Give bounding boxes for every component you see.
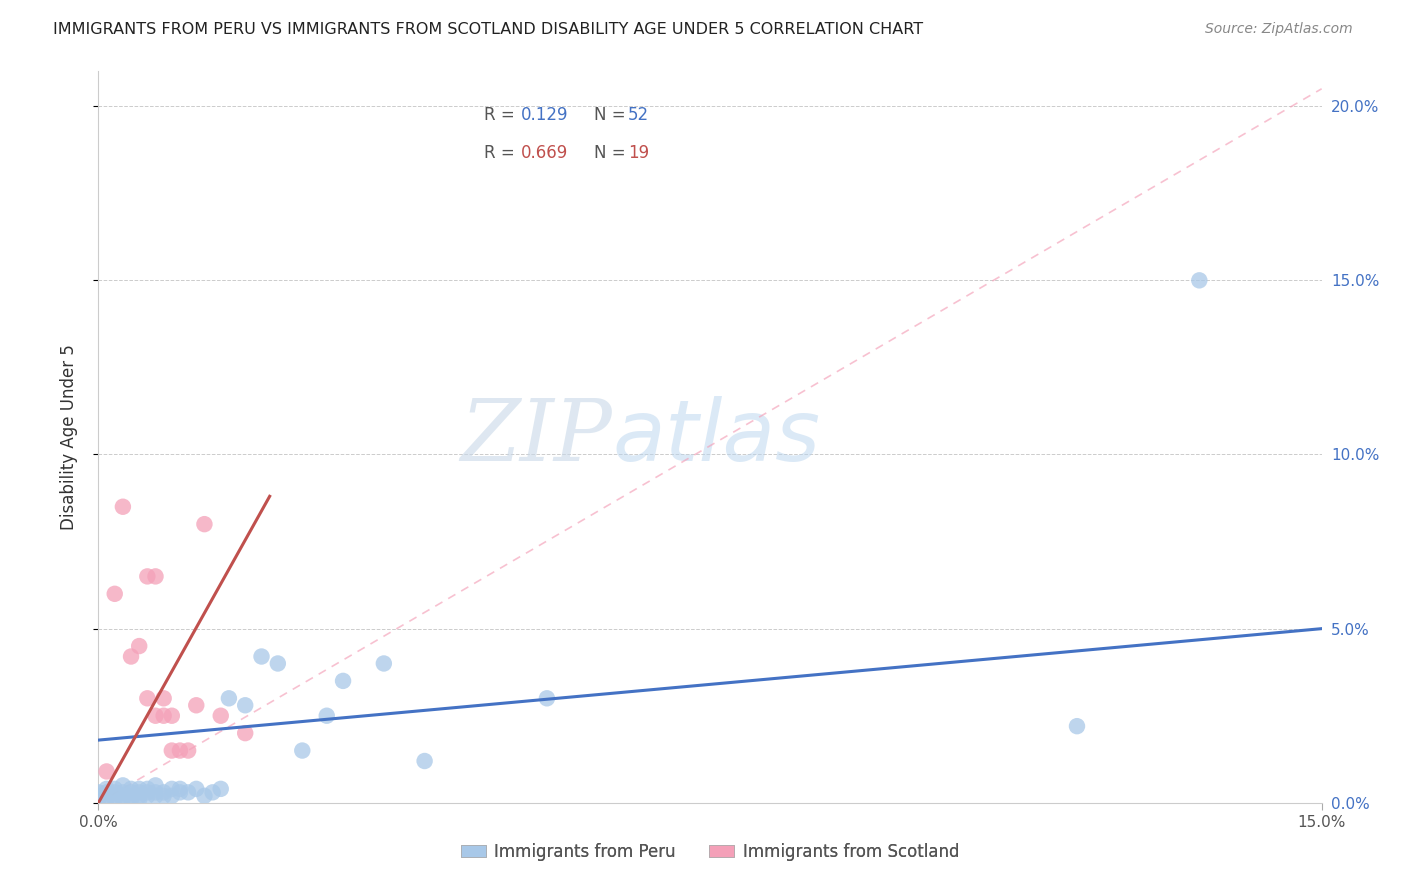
Point bbox=[152, 708, 174, 723]
Point bbox=[233, 698, 256, 713]
Point bbox=[104, 781, 127, 796]
Point bbox=[186, 698, 208, 713]
Point bbox=[152, 785, 174, 799]
Point bbox=[201, 785, 224, 799]
Point bbox=[233, 726, 256, 740]
Point bbox=[111, 789, 134, 803]
Point bbox=[104, 587, 127, 601]
Point bbox=[160, 743, 183, 757]
Point bbox=[373, 657, 395, 671]
Point bbox=[120, 785, 142, 799]
Point bbox=[128, 785, 150, 799]
Point bbox=[120, 789, 142, 803]
Point bbox=[120, 649, 142, 664]
Point bbox=[120, 792, 142, 806]
Legend: Immigrants from Peru, Immigrants from Scotland: Immigrants from Peru, Immigrants from Sc… bbox=[454, 837, 966, 868]
Text: 0.669: 0.669 bbox=[520, 144, 568, 161]
Point bbox=[250, 649, 273, 664]
Point bbox=[111, 778, 134, 792]
Point bbox=[267, 657, 290, 671]
Point bbox=[111, 500, 134, 514]
Point bbox=[136, 785, 159, 799]
Text: Source: ZipAtlas.com: Source: ZipAtlas.com bbox=[1205, 22, 1353, 37]
Point bbox=[169, 781, 191, 796]
Point bbox=[87, 785, 110, 799]
Point bbox=[96, 764, 118, 779]
Point bbox=[291, 743, 314, 757]
Point bbox=[145, 778, 167, 792]
Point bbox=[177, 785, 200, 799]
Text: N =: N = bbox=[593, 106, 631, 124]
Point bbox=[160, 708, 183, 723]
Point bbox=[315, 708, 337, 723]
Point bbox=[96, 785, 118, 799]
Point bbox=[104, 792, 127, 806]
Point bbox=[128, 639, 150, 653]
Point bbox=[186, 781, 208, 796]
Text: ZIP: ZIP bbox=[460, 396, 612, 478]
Text: R =: R = bbox=[484, 106, 520, 124]
Point bbox=[209, 708, 232, 723]
Point bbox=[218, 691, 240, 706]
Point bbox=[152, 789, 174, 803]
Text: 52: 52 bbox=[628, 106, 650, 124]
Point bbox=[111, 792, 134, 806]
Point bbox=[104, 785, 127, 799]
Text: 0.129: 0.129 bbox=[520, 106, 568, 124]
Point bbox=[120, 781, 142, 796]
Point bbox=[193, 517, 215, 532]
Point bbox=[96, 781, 118, 796]
Point bbox=[332, 673, 354, 688]
Point bbox=[152, 691, 174, 706]
Point bbox=[536, 691, 558, 706]
Point bbox=[145, 569, 167, 583]
Point bbox=[145, 789, 167, 803]
Point bbox=[136, 789, 159, 803]
Point bbox=[177, 743, 200, 757]
Point bbox=[96, 789, 118, 803]
Point bbox=[96, 792, 118, 806]
Point bbox=[145, 708, 167, 723]
Text: atlas: atlas bbox=[612, 395, 820, 479]
Point bbox=[1188, 273, 1211, 287]
Y-axis label: Disability Age Under 5: Disability Age Under 5 bbox=[59, 344, 77, 530]
Point bbox=[136, 569, 159, 583]
Point bbox=[87, 789, 110, 803]
Text: IMMIGRANTS FROM PERU VS IMMIGRANTS FROM SCOTLAND DISABILITY AGE UNDER 5 CORRELAT: IMMIGRANTS FROM PERU VS IMMIGRANTS FROM … bbox=[53, 22, 924, 37]
Point bbox=[87, 792, 110, 806]
Point bbox=[136, 691, 159, 706]
Point bbox=[128, 792, 150, 806]
Point bbox=[128, 789, 150, 803]
Text: R =: R = bbox=[484, 144, 520, 161]
Point bbox=[169, 785, 191, 799]
Point bbox=[1066, 719, 1088, 733]
Point bbox=[104, 789, 127, 803]
Point bbox=[111, 785, 134, 799]
Point bbox=[136, 781, 159, 796]
Point bbox=[160, 789, 183, 803]
Text: N =: N = bbox=[593, 144, 631, 161]
Point bbox=[413, 754, 436, 768]
Point bbox=[160, 781, 183, 796]
Point bbox=[128, 781, 150, 796]
Point bbox=[209, 781, 232, 796]
Text: 19: 19 bbox=[628, 144, 650, 161]
Point bbox=[193, 789, 215, 803]
Point bbox=[145, 785, 167, 799]
Point bbox=[169, 743, 191, 757]
